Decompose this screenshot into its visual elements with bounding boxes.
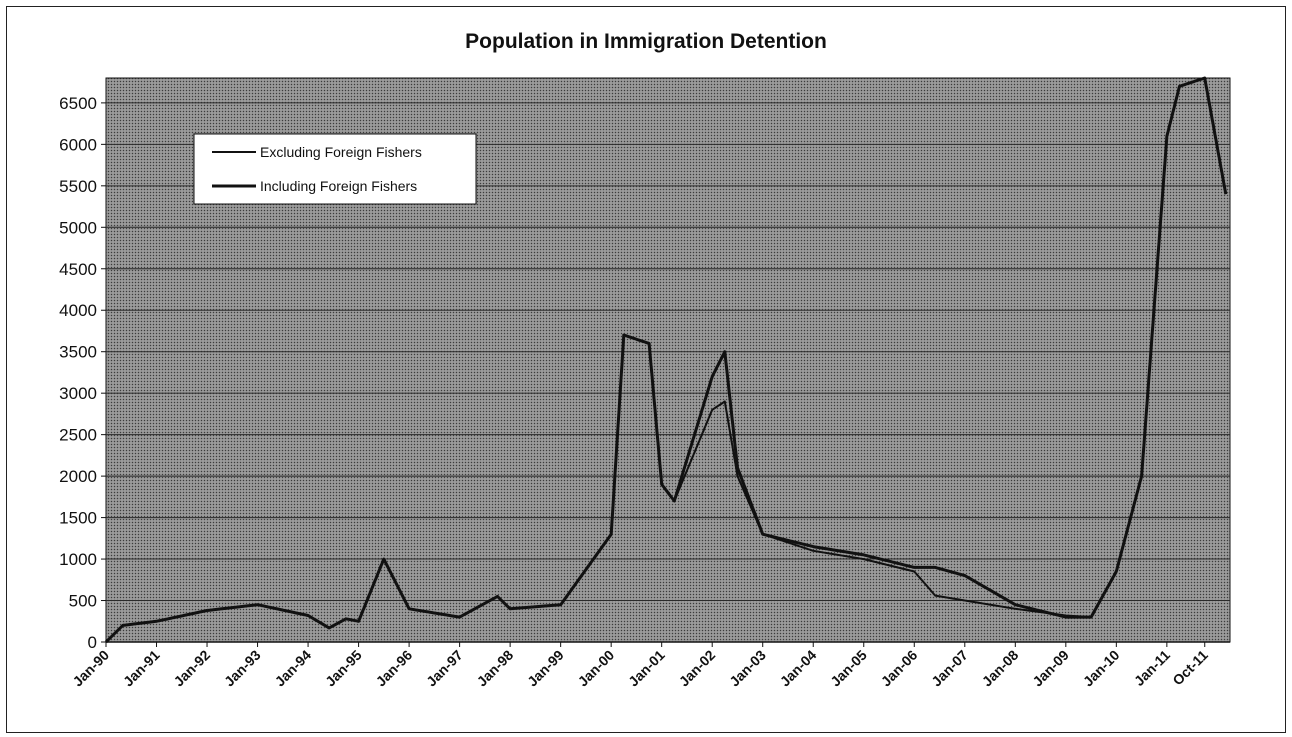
legend-box <box>193 133 477 205</box>
x-axis: Jan-90 Jan-91 Jan-92 Jan-93 Jan-94 Jan-95 Jan-… <box>69 641 1230 690</box>
x-tick-label: Jan-04 <box>777 647 820 690</box>
gridlines <box>106 102 1230 602</box>
series-line-including-foreign-fishers <box>104 76 1228 644</box>
x-tick-label: Jan-02 <box>676 647 719 690</box>
x-tick-label: Jan-03 <box>726 647 769 690</box>
legend-label-including: Including Foreign Fishers <box>260 178 417 194</box>
x-tick-label: Jan-93 <box>221 647 264 690</box>
y-tick-label: 1500 <box>59 509 97 528</box>
legend: Excluding Foreign Fishers Including Fore… <box>193 133 477 205</box>
x-tick-label: Jan-96 <box>373 647 416 690</box>
y-tick-label: 6500 <box>59 94 97 113</box>
x-tick-label: Jan-99 <box>524 647 567 690</box>
x-tick-label: Jan-05 <box>827 647 870 690</box>
y-tick-label: 4500 <box>59 260 97 279</box>
y-tick-label: 500 <box>69 592 97 611</box>
x-tick-label: Oct-11 <box>1169 647 1211 689</box>
x-tick-label: Jan-11 <box>1131 647 1173 689</box>
y-tick-label: 3500 <box>59 343 97 362</box>
chart-title: Population in Immigration Detention <box>465 30 827 53</box>
y-tick-label: 6000 <box>59 135 97 154</box>
x-tick-label: Jan-00 <box>575 647 618 690</box>
legend-label-excluding: Excluding Foreign Fishers <box>260 144 422 160</box>
y-tick-label: 3000 <box>59 384 97 403</box>
y-axis: 0 500 1000 1500 2000 2500 3000 3500 4000 4500 5000… <box>59 94 106 652</box>
y-tick-label: 2000 <box>59 467 97 486</box>
y-tick-label: 4000 <box>59 301 97 320</box>
series-group <box>104 76 1228 644</box>
x-tick-label: Jan-98 <box>474 647 517 690</box>
x-tick-label: Jan-08 <box>979 647 1022 690</box>
x-tick-label: Jan-07 <box>928 647 971 690</box>
y-tick-label: 2500 <box>59 426 97 445</box>
x-tick-label: Jan-10 <box>1080 647 1123 690</box>
x-tick-label: Jan-94 <box>272 647 315 690</box>
y-tick-label: 5500 <box>59 177 97 196</box>
x-tick-label: Jan-91 <box>120 647 163 690</box>
x-tick-label: Jan-92 <box>170 647 213 690</box>
x-tick-label: Jan-90 <box>69 647 112 690</box>
x-tick-label: Jan-95 <box>322 647 365 690</box>
x-tick-label: Jan-01 <box>625 647 668 690</box>
x-tick-label: Jan-06 <box>878 647 921 690</box>
y-tick-label: 5000 <box>59 218 97 237</box>
y-tick-label: 1000 <box>59 550 97 569</box>
x-tick-label: Jan-97 <box>423 647 466 690</box>
y-tick-label: 0 <box>88 633 97 652</box>
x-tick-label: Jan-09 <box>1029 647 1072 690</box>
